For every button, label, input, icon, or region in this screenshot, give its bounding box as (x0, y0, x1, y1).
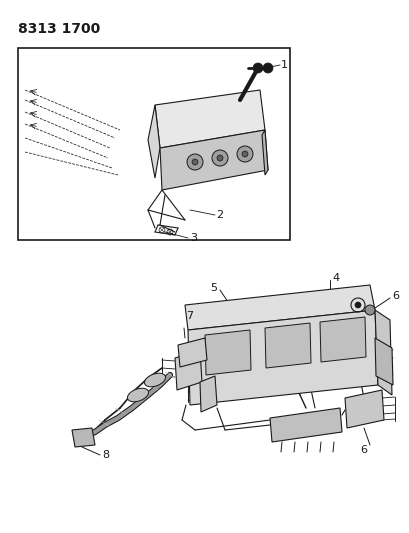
Polygon shape (319, 317, 365, 362)
Polygon shape (204, 330, 250, 375)
Polygon shape (270, 408, 341, 442)
Polygon shape (155, 90, 264, 148)
Text: 4: 4 (331, 273, 338, 283)
Polygon shape (200, 376, 216, 412)
Text: 6: 6 (391, 291, 398, 301)
Circle shape (191, 159, 198, 165)
Circle shape (236, 146, 252, 162)
Text: 1: 1 (280, 60, 287, 70)
Polygon shape (188, 310, 377, 405)
Bar (317, 295, 339, 313)
Text: 2: 2 (216, 210, 222, 220)
Text: 6: 6 (359, 445, 366, 455)
Circle shape (354, 302, 360, 308)
Text: 7: 7 (186, 311, 193, 321)
Polygon shape (160, 130, 267, 190)
Ellipse shape (127, 388, 148, 402)
Polygon shape (264, 323, 310, 368)
Circle shape (241, 151, 247, 157)
Polygon shape (374, 338, 392, 385)
Polygon shape (72, 428, 95, 447)
Text: 8313 1700: 8313 1700 (18, 22, 100, 36)
Text: 5: 5 (209, 283, 216, 293)
Circle shape (262, 63, 272, 73)
Ellipse shape (144, 373, 165, 387)
Text: 3: 3 (189, 233, 196, 243)
Polygon shape (175, 350, 202, 390)
Text: 8: 8 (102, 450, 109, 460)
Polygon shape (344, 390, 383, 428)
Bar (18, 48, 289, 240)
Polygon shape (178, 338, 207, 367)
Circle shape (211, 150, 227, 166)
Polygon shape (184, 285, 374, 330)
Circle shape (187, 154, 202, 170)
Circle shape (364, 305, 374, 315)
Polygon shape (374, 310, 391, 395)
Polygon shape (148, 105, 160, 178)
Circle shape (216, 155, 222, 161)
Polygon shape (261, 130, 267, 175)
Circle shape (252, 63, 262, 73)
